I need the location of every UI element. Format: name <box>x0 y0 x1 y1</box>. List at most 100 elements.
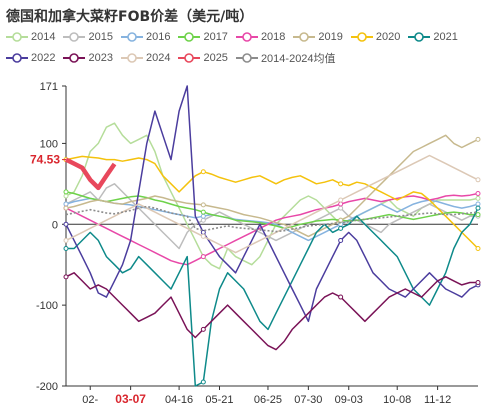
series-point <box>200 169 206 175</box>
series-point <box>63 189 69 195</box>
latest-value-label: 74.53 <box>30 153 60 167</box>
series-point <box>63 201 69 207</box>
x-tick-label: 06-25 <box>254 394 282 406</box>
legend-item-2016[interactable]: 2016 <box>120 30 171 44</box>
series-point <box>200 254 206 260</box>
legend-label: 2016 <box>145 31 171 43</box>
series-point <box>63 274 69 280</box>
series-point <box>200 233 206 239</box>
x-tick-label: 05-21 <box>205 394 233 406</box>
series-point <box>200 213 206 219</box>
series-point <box>475 201 481 207</box>
series-line-2025 <box>65 157 117 191</box>
series-line-2021 <box>66 207 479 387</box>
series-line-2022 <box>65 85 479 323</box>
series-point <box>475 177 481 183</box>
legend-label: 2019 <box>318 31 343 43</box>
y-tick-label: -200 <box>36 381 58 393</box>
series-line-2019 <box>65 134 479 238</box>
series-point <box>475 136 481 142</box>
chart-title: 德国和加拿大菜籽FOB价差（美元/吨） <box>6 9 254 25</box>
y-tick-label: -100 <box>36 300 58 312</box>
legend-item-2022[interactable]: 2022 <box>6 51 55 65</box>
legend-marker-icon <box>408 32 431 42</box>
series-line-2015 <box>65 183 478 250</box>
series-point <box>475 212 481 218</box>
series-line-2018 <box>65 192 479 266</box>
legend-marker-icon <box>293 32 316 42</box>
legend-marker-icon <box>350 32 373 42</box>
legend-item-2015[interactable]: 2015 <box>63 30 113 44</box>
legend-item-2018[interactable]: 2018 <box>235 30 286 44</box>
series-line-2014-2024均值 <box>65 205 479 233</box>
legend-item-2014-2024均值[interactable]: 2014-2024均值 <box>235 51 336 65</box>
x-tick-label: 07-30 <box>294 394 322 406</box>
x-tick-label: 04-16 <box>165 394 193 406</box>
series-point <box>200 326 206 332</box>
series-point <box>475 279 481 285</box>
series-point <box>338 197 344 203</box>
series-point <box>200 209 206 215</box>
legend-label: 2015 <box>88 31 113 43</box>
y-tick-label: 171 <box>40 81 58 93</box>
legend-marker-icon <box>178 32 201 42</box>
series-line-2020 <box>65 155 479 250</box>
legend-marker-icon <box>178 53 201 63</box>
x-tick-label: 11-12 <box>424 394 451 406</box>
series-point <box>63 237 69 243</box>
series-point <box>475 205 481 211</box>
legend-item-2014[interactable]: 2014 <box>6 30 55 44</box>
series-line-2023 <box>65 272 478 351</box>
legend-item-2024[interactable]: 2024 <box>120 51 171 65</box>
x-tick-label: 03-07 <box>115 392 146 406</box>
series-point <box>338 181 344 187</box>
legend-label: 2014-2024均值 <box>260 53 336 65</box>
legend-item-2021[interactable]: 2021 <box>408 30 458 44</box>
series-point <box>338 237 344 243</box>
legend-item-2017[interactable]: 2017 <box>178 30 228 44</box>
legend-label: 2020 <box>375 31 401 43</box>
series-point <box>63 193 69 199</box>
legend-item-2019[interactable]: 2019 <box>293 30 343 44</box>
series-point <box>63 221 69 227</box>
series-line-2017 <box>65 191 478 230</box>
legend-label: 2021 <box>433 31 458 43</box>
legend-marker-icon <box>120 32 143 42</box>
series-point <box>63 246 69 252</box>
legend-marker-icon <box>235 53 258 63</box>
legend-label: 2018 <box>260 31 286 43</box>
legend-marker-icon <box>235 32 258 42</box>
legend-item-2020[interactable]: 2020 <box>350 30 401 44</box>
series-point <box>200 379 206 385</box>
x-tick-label: 02- <box>82 394 98 406</box>
series-point <box>475 191 481 197</box>
legend-label: 2025 <box>203 52 228 64</box>
legend-label: 2017 <box>203 31 228 43</box>
x-tick-label: 09-03 <box>335 394 363 406</box>
legend-item-2025[interactable]: 2025 <box>178 51 228 65</box>
legend-label: 2022 <box>31 52 56 64</box>
y-tick-label: 0 <box>52 219 58 231</box>
x-tick-label: 10-08 <box>383 394 411 406</box>
series-point <box>200 202 206 208</box>
legend-marker-icon <box>6 32 28 42</box>
legend-label: 2024 <box>145 52 171 64</box>
series-line-2024 <box>65 154 479 254</box>
series-point <box>475 246 481 252</box>
series-point <box>475 195 481 201</box>
series-point <box>338 217 344 223</box>
legend-label: 2023 <box>88 52 113 64</box>
legend: 2014 2015 2016 2017 2018 2019 2020 2021 2022 2023… <box>6 30 500 65</box>
series-point <box>200 217 206 223</box>
series-point <box>338 205 344 211</box>
series-point <box>338 225 344 231</box>
legend-marker-icon <box>63 32 86 42</box>
legend-item-2023[interactable]: 2023 <box>63 51 113 65</box>
legend-marker-icon <box>63 53 86 63</box>
series-point <box>63 205 69 211</box>
legend-label: 2014 <box>31 31 56 43</box>
y-tick-label: 100 <box>40 138 58 150</box>
series-point <box>338 294 344 300</box>
